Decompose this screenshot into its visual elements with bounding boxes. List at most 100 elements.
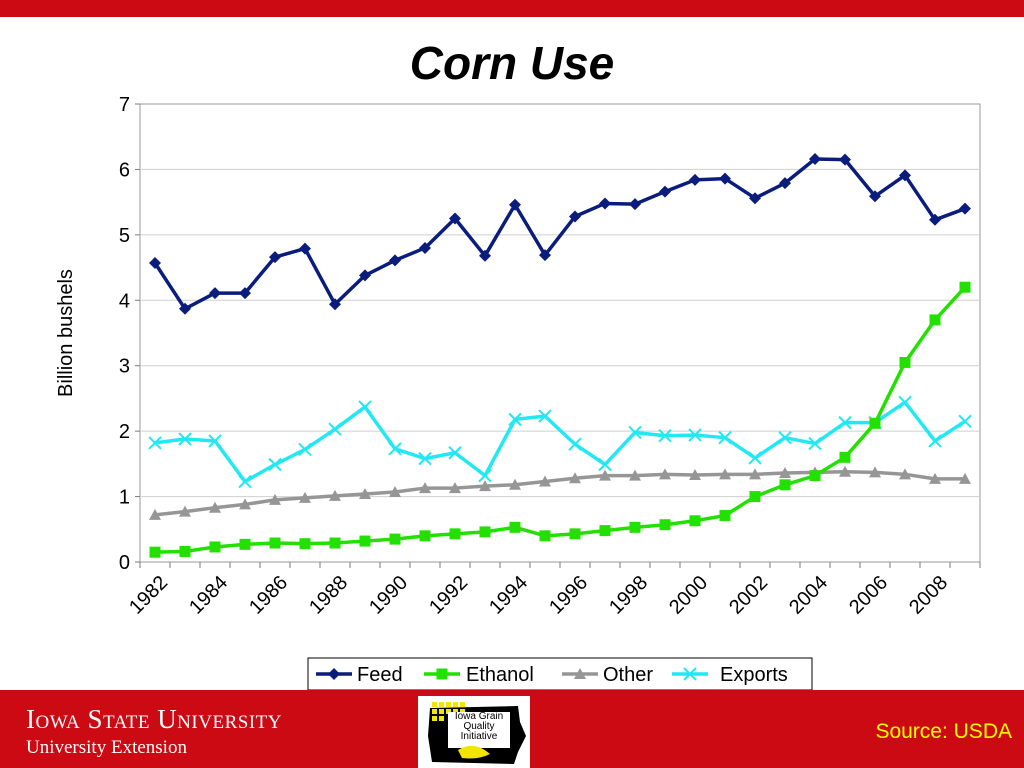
plot-area xyxy=(139,103,981,563)
data-point-exports xyxy=(388,442,402,456)
data-point-ethanol xyxy=(509,521,521,533)
x-tick-label: 1986 xyxy=(245,572,292,619)
data-point-exports xyxy=(328,422,342,436)
data-point-exports xyxy=(748,451,762,465)
legend-marker-feed xyxy=(328,668,340,680)
data-point-exports xyxy=(838,415,852,430)
x-tick-label: 1992 xyxy=(425,572,472,619)
y-tick-label: 0 xyxy=(119,552,130,574)
data-point-other xyxy=(299,491,311,503)
legend-marker-other xyxy=(574,668,586,679)
data-point-other xyxy=(569,472,581,484)
data-point-feed xyxy=(449,212,461,225)
data-point-ethanol xyxy=(629,521,641,533)
legend-label-ethanol: Ethanol xyxy=(466,664,534,686)
data-point-feed xyxy=(299,242,311,255)
data-point-ethanol xyxy=(869,417,881,429)
data-point-ethanol xyxy=(899,356,911,368)
data-point-exports xyxy=(958,414,972,429)
data-point-feed xyxy=(959,202,971,215)
data-point-ethanol xyxy=(359,535,371,547)
data-point-exports xyxy=(448,446,462,460)
data-point-feed xyxy=(509,198,521,211)
data-point-feed xyxy=(179,302,191,315)
data-point-ethanol xyxy=(179,546,191,558)
legend-label-other: Other xyxy=(603,664,653,686)
x-tick-label: 1998 xyxy=(605,572,652,619)
top-accent-bar xyxy=(0,0,1024,17)
data-point-other xyxy=(899,468,911,480)
legend-label-exports: Exports xyxy=(720,664,788,686)
data-point-exports xyxy=(508,412,522,427)
data-point-feed xyxy=(479,249,491,262)
data-point-exports xyxy=(688,428,702,442)
data-point-ethanol xyxy=(569,528,581,540)
data-point-feed xyxy=(779,177,791,190)
data-point-ethanol xyxy=(779,479,791,491)
data-point-other xyxy=(779,467,791,479)
iowa-map-icon xyxy=(428,702,526,764)
x-tick-label: 2006 xyxy=(845,572,892,619)
data-point-exports xyxy=(148,436,162,450)
data-point-feed xyxy=(689,173,701,186)
data-point-ethanol xyxy=(749,491,761,503)
university-extension: University Extension xyxy=(26,737,187,758)
university-name: Iowa State University xyxy=(26,704,282,734)
data-point-feed xyxy=(419,241,431,254)
data-point-ethanol xyxy=(479,526,491,538)
data-point-feed xyxy=(149,256,161,269)
x-tick-label: 1996 xyxy=(545,572,592,619)
data-point-ethanol xyxy=(689,515,701,527)
data-point-exports xyxy=(208,434,222,448)
data-point-other xyxy=(659,468,671,480)
data-point-feed xyxy=(329,298,341,311)
data-point-ethanol xyxy=(239,538,251,550)
data-point-ethanol xyxy=(539,530,551,542)
data-point-other xyxy=(149,508,161,520)
data-point-exports xyxy=(478,468,492,483)
corn-use-chart: 0 1 2 3 4 5 6 7 1982 1984 1986 1988 1990 1992 1994 1996… xyxy=(55,94,981,690)
data-point-exports xyxy=(898,395,912,410)
data-point-exports xyxy=(928,434,942,448)
data-point-other xyxy=(749,468,761,480)
y-tick-label: 2 xyxy=(119,421,130,443)
data-point-ethanol xyxy=(419,530,431,542)
data-point-other xyxy=(929,472,941,484)
x-tick-label: 2000 xyxy=(665,572,712,619)
y-tick-label: 3 xyxy=(119,356,130,378)
data-point-other xyxy=(269,493,281,505)
data-point-feed xyxy=(809,152,821,165)
data-point-ethanol xyxy=(929,314,941,326)
data-point-other xyxy=(629,469,641,481)
data-point-exports xyxy=(178,432,192,446)
data-point-feed xyxy=(929,213,941,226)
data-point-other xyxy=(389,485,401,497)
logo-text: Iowa Grain Quality Initiative xyxy=(454,711,504,742)
data-point-ethanol xyxy=(959,281,971,293)
data-point-feed xyxy=(629,198,641,211)
data-point-exports xyxy=(268,457,282,472)
y-tick-label: 5 xyxy=(119,225,130,247)
y-tick-label: 1 xyxy=(119,487,130,509)
data-point-other xyxy=(179,505,191,517)
data-point-feed xyxy=(569,210,581,223)
slide-title: Corn Use xyxy=(409,37,615,89)
data-point-ethanol xyxy=(599,525,611,537)
data-point-feed xyxy=(239,287,251,300)
data-point-exports xyxy=(718,430,732,445)
data-point-other xyxy=(719,468,731,480)
x-tick-label: 1982 xyxy=(125,572,172,619)
data-point-exports xyxy=(598,457,612,472)
data-point-ethanol xyxy=(839,451,851,463)
data-point-feed xyxy=(869,190,881,203)
data-point-exports xyxy=(808,436,822,451)
data-point-feed xyxy=(209,287,221,300)
data-point-ethanol xyxy=(659,519,671,531)
data-point-other xyxy=(419,482,431,494)
data-point-exports xyxy=(568,437,582,451)
y-tick-label: 7 xyxy=(119,94,130,116)
data-point-exports xyxy=(358,400,372,414)
x-tick-label: 1990 xyxy=(365,572,412,619)
data-point-feed xyxy=(359,269,371,282)
y-tick-label: 4 xyxy=(119,290,130,312)
